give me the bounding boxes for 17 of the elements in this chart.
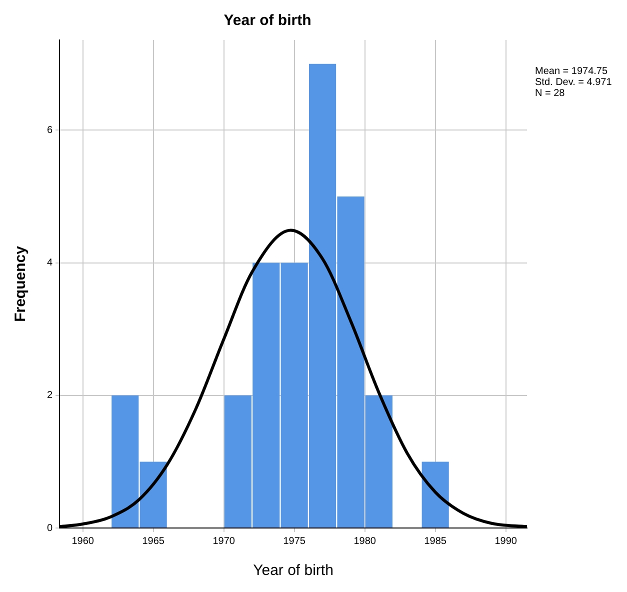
x-tick-label: 1965 xyxy=(142,536,165,547)
x-tick-label: 1990 xyxy=(494,536,518,547)
x-tick-label: 1980 xyxy=(354,536,376,547)
x-tick-label: 1970 xyxy=(212,536,236,547)
x-tick-label: 1975 xyxy=(283,536,306,547)
x-tick-label: 1960 xyxy=(72,536,94,547)
text: N = 28 xyxy=(535,88,566,99)
chart-title: Year of birth xyxy=(224,12,312,30)
text: Std. Dev. = 4.971 xyxy=(535,76,612,88)
x-axis-title: Year of birth xyxy=(253,562,334,580)
y-tick-label: 2 xyxy=(47,390,53,402)
y-tick-label: 4 xyxy=(47,258,53,269)
y-tick-label: 0 xyxy=(47,522,53,534)
x-tick-label: 1985 xyxy=(424,536,447,547)
text: Mean = 1974.75 xyxy=(535,66,608,77)
y-axis-title: Frequency xyxy=(12,245,30,322)
y-tick-label: 6 xyxy=(47,124,53,136)
